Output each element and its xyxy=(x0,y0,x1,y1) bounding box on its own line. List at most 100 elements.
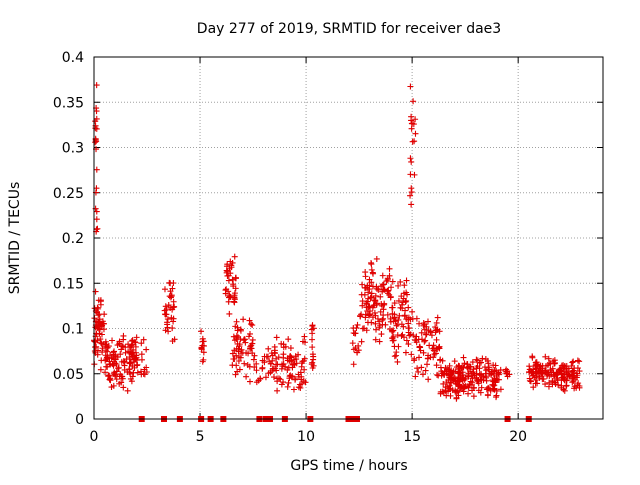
data-point xyxy=(453,381,460,388)
data-point xyxy=(395,282,402,289)
data-point xyxy=(487,387,494,394)
data-point xyxy=(280,344,287,351)
data-point xyxy=(113,376,120,383)
data-point xyxy=(447,385,454,392)
data-point xyxy=(557,367,564,374)
data-point xyxy=(573,370,580,377)
data-point xyxy=(397,304,404,311)
data-point xyxy=(457,370,464,377)
data-point xyxy=(223,267,230,274)
data-point xyxy=(376,324,383,331)
data-point xyxy=(104,355,111,362)
data-point xyxy=(309,364,316,371)
data-point xyxy=(130,356,137,363)
data-point xyxy=(310,356,317,363)
data-point xyxy=(200,338,207,345)
data-point xyxy=(408,185,415,192)
data-point xyxy=(548,369,555,376)
data-point xyxy=(389,335,396,342)
data-point xyxy=(116,340,123,347)
data-point xyxy=(358,338,365,345)
data-point xyxy=(438,372,445,379)
data-point xyxy=(355,342,362,349)
y-tick-label: 0.3 xyxy=(62,141,84,157)
data-point xyxy=(467,368,474,375)
data-point xyxy=(352,330,359,337)
x-tick-label: 10 xyxy=(297,429,315,445)
data-point xyxy=(169,306,176,313)
data-point xyxy=(199,358,206,365)
data-point xyxy=(271,365,278,372)
y-tick-label: 0.4 xyxy=(62,50,84,66)
data-point xyxy=(411,138,418,145)
data-point xyxy=(493,394,500,401)
data-point xyxy=(478,384,485,391)
data-point xyxy=(469,375,476,382)
data-point xyxy=(408,351,415,358)
data-point xyxy=(470,366,477,373)
data-point xyxy=(128,338,135,345)
data-point xyxy=(127,359,134,366)
data-point xyxy=(133,362,140,369)
data-point xyxy=(389,328,396,335)
data-point xyxy=(200,349,207,356)
data-point xyxy=(403,277,410,284)
data-point xyxy=(433,336,440,343)
data-point xyxy=(120,384,127,391)
y-tick-label: 0.2 xyxy=(62,231,84,247)
data-point xyxy=(561,363,568,370)
data-point xyxy=(417,344,424,351)
data-point xyxy=(372,292,379,299)
data-point xyxy=(376,318,383,325)
data-point xyxy=(418,329,425,336)
data-point xyxy=(111,369,118,376)
data-point xyxy=(453,389,460,396)
data-point xyxy=(224,268,231,275)
data-point xyxy=(431,351,438,358)
data-point xyxy=(408,201,415,208)
data-point xyxy=(563,382,570,389)
data-point xyxy=(460,375,467,382)
data-point xyxy=(233,318,240,325)
data-point xyxy=(371,301,378,308)
data-point xyxy=(286,373,293,380)
data-point xyxy=(442,364,449,371)
data-point xyxy=(290,386,297,393)
data-point xyxy=(130,346,137,353)
data-point xyxy=(474,357,481,364)
data-point xyxy=(99,349,106,356)
data-point xyxy=(246,317,253,324)
data-point xyxy=(120,343,127,350)
data-point xyxy=(350,361,357,368)
data-point xyxy=(92,344,99,351)
data-point xyxy=(169,325,176,332)
data-point xyxy=(297,384,304,391)
data-point xyxy=(401,290,407,297)
data-point xyxy=(389,304,396,311)
data-point xyxy=(95,312,102,319)
x-tick-label: 20 xyxy=(509,429,527,445)
data-point xyxy=(115,365,122,372)
data-point xyxy=(350,346,357,353)
data-point xyxy=(433,319,440,326)
data-point xyxy=(405,341,412,348)
data-point xyxy=(247,321,254,328)
data-point xyxy=(394,358,401,365)
data-point xyxy=(428,332,435,339)
data-point xyxy=(138,340,145,347)
data-point xyxy=(280,379,287,386)
data-point xyxy=(442,384,449,391)
data-point xyxy=(576,358,583,365)
data-point xyxy=(368,279,375,286)
data-point xyxy=(401,282,408,289)
data-point xyxy=(391,300,398,307)
data-point xyxy=(545,355,552,362)
data-point xyxy=(246,378,253,385)
data-point xyxy=(479,355,486,362)
data-point xyxy=(461,360,468,367)
data-point xyxy=(93,125,100,132)
data-point xyxy=(289,361,296,368)
data-point xyxy=(118,358,125,365)
data-point xyxy=(436,343,443,350)
data-point xyxy=(94,225,101,232)
